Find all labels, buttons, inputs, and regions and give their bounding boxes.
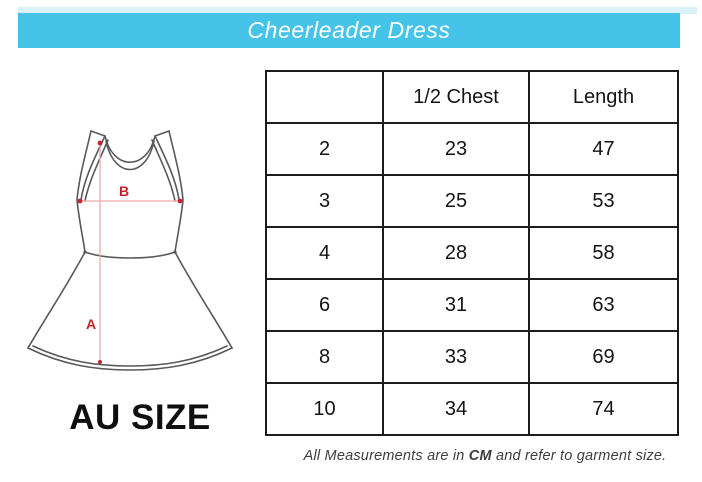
table-row: 2 23 47	[265, 122, 679, 176]
table-row: 6 31 63	[265, 278, 679, 332]
table-row: 4 28 58	[265, 226, 679, 280]
dress-measurement-diagram: B A	[27, 130, 233, 371]
size-cell: 6	[265, 278, 384, 332]
measurement-note: All Measurements are in CM and refer to …	[272, 448, 698, 464]
size-table: 1/2 Chest Length 2 23 47 3 25 53 4 28 58…	[265, 70, 679, 436]
measurement-note-suffix: and refer to garment size.	[491, 448, 667, 464]
length-cell: 69	[528, 330, 679, 384]
half-chest-cell: 25	[382, 174, 530, 228]
header-bar-highlight	[18, 7, 697, 14]
waist-seam-point-left	[83, 250, 87, 254]
size-cell: 8	[265, 330, 384, 384]
waist-seam-point-right	[173, 250, 177, 254]
page-title: Cheerleader Dress	[247, 17, 451, 43]
half-chest-cell: 23	[382, 122, 530, 176]
size-cell: 2	[265, 122, 384, 176]
measurement-note-prefix: All Measurements are in	[303, 448, 469, 464]
chest-measure-line	[77, 198, 183, 204]
length-measure-line	[97, 140, 103, 364]
chest-measure-label: B	[119, 183, 129, 199]
length-cell: 53	[528, 174, 679, 228]
half-chest-column-header: 1/2 Chest	[382, 70, 530, 124]
length-cell: 58	[528, 226, 679, 280]
table-row: 3 25 53	[265, 174, 679, 228]
size-column-header	[265, 70, 384, 124]
half-chest-cell: 28	[382, 226, 530, 280]
half-chest-cell: 33	[382, 330, 530, 384]
size-cell: 4	[265, 226, 384, 280]
size-system-label: AU SIZE	[69, 398, 211, 437]
table-header-row: 1/2 Chest Length	[265, 70, 679, 124]
length-measure-label: A	[86, 316, 96, 332]
half-chest-cell: 34	[382, 382, 530, 436]
header-bar: Cheerleader Dress	[18, 13, 680, 48]
length-cell: 74	[528, 382, 679, 436]
length-column-header: Length	[528, 70, 679, 124]
size-cell: 3	[265, 174, 384, 228]
dress-outline	[27, 130, 233, 371]
table-row: 10 34 74	[265, 382, 679, 436]
table-row: 8 33 69	[265, 330, 679, 384]
half-chest-cell: 31	[382, 278, 530, 332]
size-cell: 10	[265, 382, 384, 436]
measurement-note-unit: CM	[468, 448, 492, 464]
length-cell: 63	[528, 278, 679, 332]
length-cell: 47	[528, 122, 679, 176]
